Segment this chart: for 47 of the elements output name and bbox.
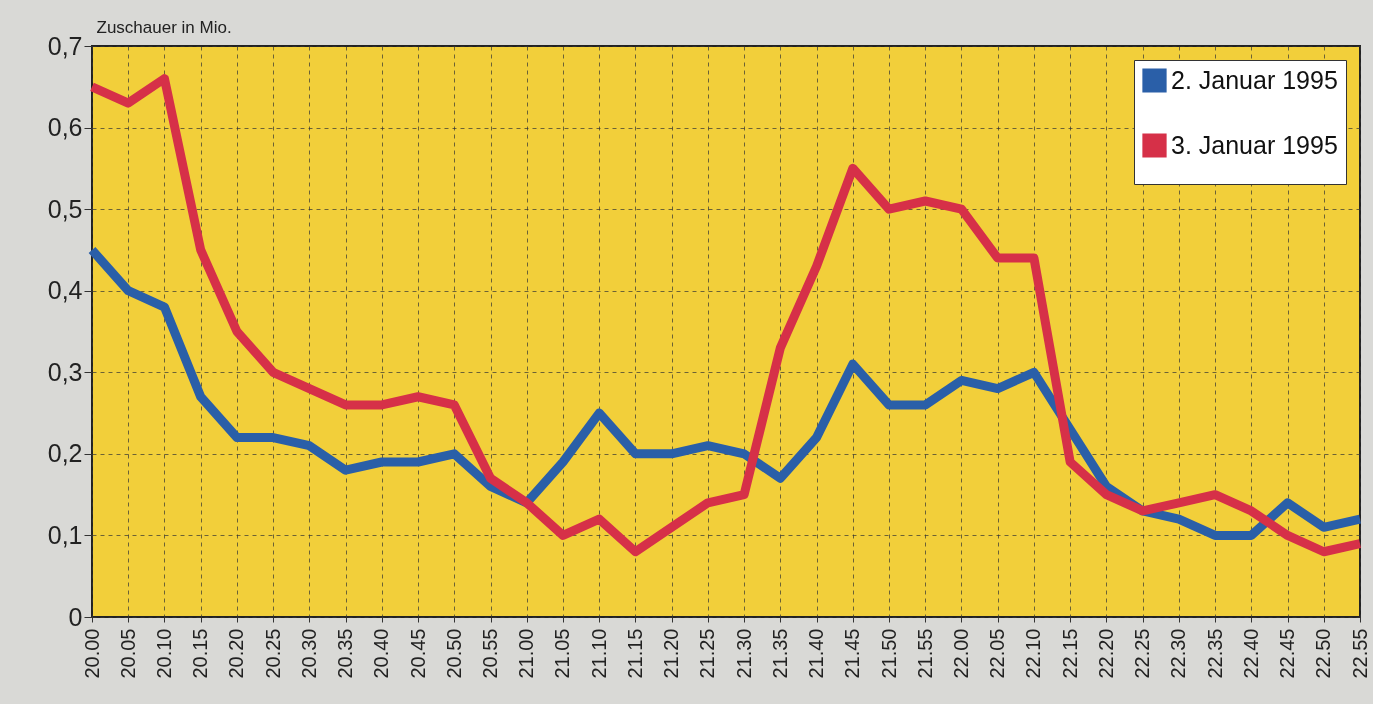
x-tick-label: 21.35 — [768, 628, 791, 679]
x-tick-label: 21.05 — [551, 628, 574, 679]
x-tick-label: 20.50 — [442, 628, 465, 679]
x-tick-label: 20.45 — [406, 628, 429, 679]
x-tick-label: 20.40 — [370, 628, 393, 679]
y-tick-label: 0,1 — [47, 520, 83, 549]
x-tick-label: 20.30 — [297, 628, 320, 679]
x-tick-label: 20.55 — [479, 628, 502, 679]
x-tick-label: 21.00 — [515, 628, 538, 679]
x-tick-label: 20.20 — [225, 628, 248, 679]
x-tick-label: 20.35 — [334, 628, 357, 679]
y-tick-label: 0,4 — [47, 276, 83, 305]
x-tick-label: 22.20 — [1094, 628, 1117, 679]
x-tick-label: 21.45 — [841, 628, 864, 679]
x-tick-label: 22.00 — [949, 628, 972, 679]
y-tick-label: 0,2 — [47, 439, 83, 468]
y-tick-label: 0,6 — [47, 113, 83, 142]
x-tick-label: 20.25 — [261, 628, 284, 679]
x-tick-label: 22.25 — [1131, 628, 1154, 679]
x-tick-label: 22.30 — [1167, 628, 1190, 679]
x-tick-label: 22.50 — [1312, 628, 1335, 679]
x-tick-label: 21.50 — [877, 628, 900, 679]
x-tick-label: 21.30 — [732, 628, 755, 679]
x-tick-label: 20.15 — [189, 628, 212, 679]
x-tick-label: 21.25 — [696, 628, 719, 679]
x-tick-label: 22.35 — [1203, 628, 1226, 679]
x-tick-label: 22.55 — [1348, 628, 1371, 679]
y-tick-label: 0,7 — [47, 31, 83, 60]
x-tick-label: 21.55 — [913, 628, 936, 679]
legend-label: 2. Januar 1995 — [1171, 65, 1338, 94]
x-tick-label: 21.20 — [660, 628, 683, 679]
y-tick-label: 0 — [68, 602, 83, 631]
y-tick-label: 0,5 — [47, 194, 83, 223]
x-tick-label: 21.10 — [587, 628, 610, 679]
x-tick-label: 20.10 — [152, 628, 175, 679]
x-tick-label: 22.40 — [1239, 628, 1262, 679]
x-tick-label: 20.00 — [80, 628, 103, 679]
x-tick-label: 22.05 — [986, 628, 1009, 679]
x-tick-label: 22.10 — [1022, 628, 1045, 679]
y-axis-title: Zuschauer in Mio. — [96, 17, 232, 37]
y-tick-label: 0,3 — [47, 357, 83, 386]
x-tick-label: 22.45 — [1276, 628, 1299, 679]
x-tick-label: 21.15 — [623, 628, 646, 679]
legend-label: 3. Januar 1995 — [1171, 130, 1338, 159]
x-tick-label: 22.15 — [1058, 628, 1081, 679]
x-tick-label: 21.40 — [805, 628, 828, 679]
x-tick-label: 20.05 — [116, 628, 139, 679]
